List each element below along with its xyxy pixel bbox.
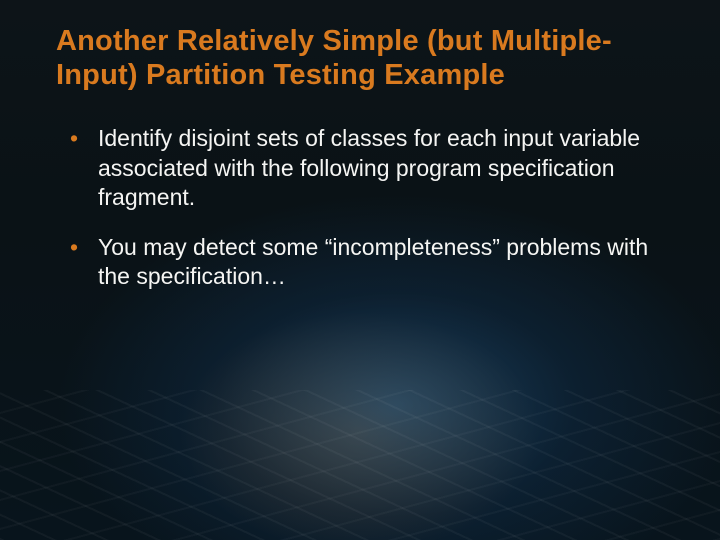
- list-item: Identify disjoint sets of classes for ea…: [70, 124, 684, 212]
- slide-title: Another Relatively Simple (but Multiple-…: [56, 24, 684, 92]
- list-item: You may detect some “incompleteness” pro…: [70, 233, 684, 292]
- slide: Another Relatively Simple (but Multiple-…: [0, 0, 720, 540]
- bullet-list: Identify disjoint sets of classes for ea…: [56, 124, 684, 291]
